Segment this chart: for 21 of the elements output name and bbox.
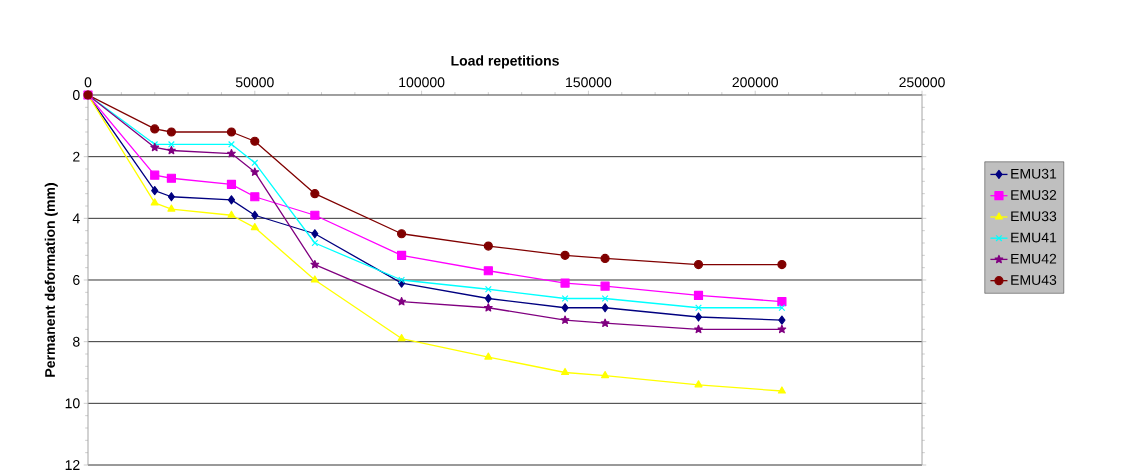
y-tick-label: 10	[65, 398, 80, 409]
legend-label: EMU42	[1011, 253, 1057, 264]
legend-label: EMU33	[1011, 211, 1057, 222]
x-tick-label: 50000	[235, 77, 274, 88]
legend-label: EMU43	[1011, 274, 1057, 285]
x-tick-label: 250000	[899, 77, 945, 88]
legend-label: EMU31	[1011, 168, 1057, 179]
y-tick-label: 6	[73, 274, 80, 285]
legend-label: EMU41	[1011, 232, 1057, 243]
y-tick-label: 4	[72, 213, 80, 224]
x-tick-label: 200000	[732, 77, 779, 88]
y-tick-label: 8	[73, 336, 80, 347]
y-axis-title: Permanent deformation (mm)	[44, 182, 58, 377]
x-tick-label: 0	[84, 77, 92, 88]
x-axis-title: Load repetitions	[451, 55, 559, 69]
y-tick-label: 12	[65, 460, 80, 470]
legend-label: EMU32	[1011, 189, 1057, 200]
x-tick-label: 150000	[566, 77, 612, 88]
x-tick-label: 100000	[399, 77, 445, 88]
y-tick-label: 0	[72, 89, 80, 100]
y-tick-label: 2	[73, 151, 80, 162]
